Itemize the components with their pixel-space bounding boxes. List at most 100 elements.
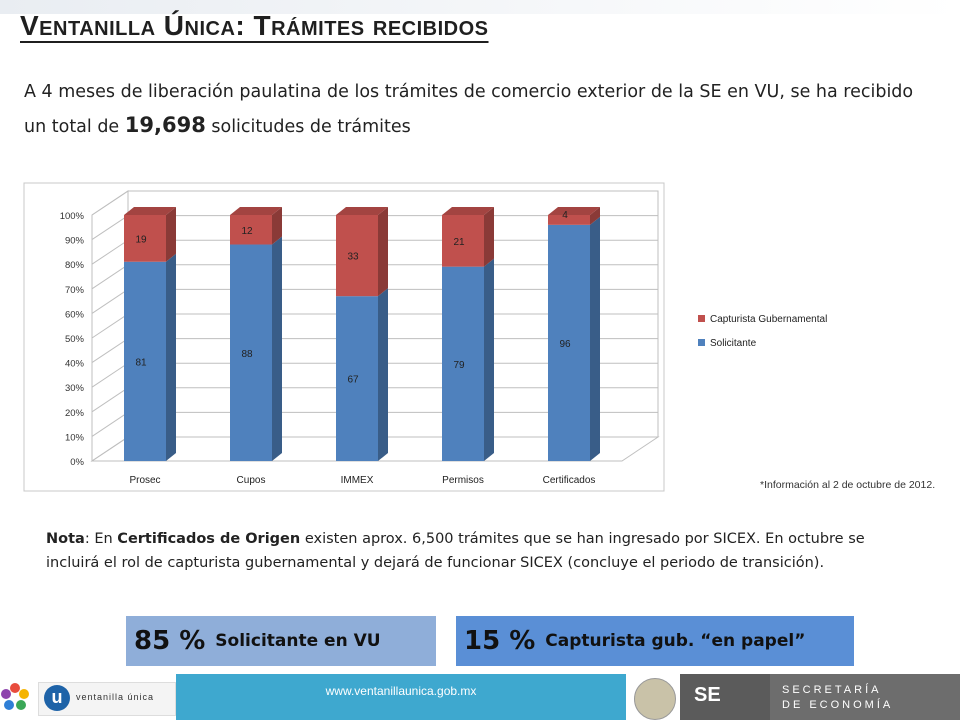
y-tick-label: 50%	[65, 334, 85, 345]
y-axis-ticks: 0% 10% 20% 30% 40% 50% 60% 70% 80% 90% 100%	[60, 211, 85, 468]
gridline	[91, 190, 658, 216]
top-band	[0, 0, 960, 14]
bar-top	[124, 207, 176, 215]
nota-bold: Certificados de Origen	[117, 531, 301, 547]
solicitante-summary-label: Solicitante en VU	[215, 631, 381, 651]
mexico-seal-icon	[634, 678, 676, 720]
bar-front	[442, 266, 484, 461]
footer: u ventanilla única www.ventanillaunica.g…	[0, 674, 960, 720]
intro-text: A 4 meses de liberación paulatina de los…	[24, 76, 924, 144]
nota-label: Nota	[46, 531, 85, 547]
data-label: 96	[559, 339, 571, 350]
se-dark-block	[680, 674, 770, 720]
bar-front	[336, 215, 378, 297]
x-tick-label: Permisos	[442, 475, 484, 486]
bar-segment-solicitante: 88	[230, 236, 282, 461]
y-tick-label: 0%	[70, 457, 84, 468]
bar-side	[166, 253, 176, 461]
bar-front	[442, 215, 484, 267]
secretaria-text: SECRETARÍA	[782, 684, 882, 696]
data-label: 4	[562, 210, 568, 221]
de-economia-text: DE ECONOMÍA	[782, 699, 894, 711]
data-label: 81	[135, 357, 147, 368]
flower-logo-icon	[1, 683, 29, 710]
bar-top	[230, 207, 282, 215]
data-label: 33	[347, 252, 359, 263]
solicitante-percent: 85 %	[134, 626, 206, 656]
bar-side	[484, 258, 494, 461]
y-tick-label: 90%	[65, 236, 85, 247]
data-label: 88	[241, 349, 253, 360]
data-label: 79	[453, 360, 465, 371]
y-tick-label: 30%	[65, 383, 85, 394]
x-tick-label: Cupos	[237, 475, 266, 486]
capturista-summary-label: Capturista gub. “en papel”	[545, 631, 806, 651]
bar-segment-capturista-gubernamental: 33	[336, 207, 388, 297]
legend-swatch	[698, 339, 705, 346]
data-label: 12	[241, 226, 253, 237]
legend-label: Solicitante	[710, 338, 757, 349]
bar-front	[548, 215, 590, 225]
url-band	[176, 674, 626, 720]
bar-side	[272, 236, 282, 461]
bar-side	[378, 288, 388, 461]
bar-side	[378, 207, 388, 297]
bar-segment-capturista-gubernamental: 12	[230, 207, 282, 245]
se-logo-text: SE	[694, 684, 721, 706]
bar-side	[590, 207, 600, 225]
bar-top	[442, 207, 494, 215]
solicitante-summary-box: 85 % Solicitante en VU	[126, 616, 436, 666]
bar-segment-capturista-gubernamental: 4	[548, 207, 600, 225]
intro-total: 19,698	[124, 113, 206, 137]
bar-front	[124, 215, 166, 262]
bar-segment-capturista-gubernamental: 21	[442, 207, 494, 267]
bar-top	[336, 207, 388, 215]
capturista-summary-box: 15 % Capturista gub. “en papel”	[456, 616, 854, 666]
bar-front	[230, 215, 272, 245]
data-label: 67	[347, 375, 359, 386]
bar-front	[230, 244, 272, 461]
bar-side	[166, 207, 176, 262]
bar-top	[548, 207, 600, 215]
info-footnote: *Información al 2 de octubre de 2012.	[760, 479, 936, 491]
x-tick-label: IMMEX	[341, 475, 374, 486]
intro-part1: A 4 meses de liberación paulatina de los…	[24, 82, 914, 137]
bar-segment-solicitante: 67	[336, 288, 388, 461]
vu-u-icon: u	[44, 685, 70, 711]
y-tick-label: 70%	[65, 285, 85, 296]
intro-part2: solicitudes de trámites	[205, 117, 411, 137]
y-tick-label: 20%	[65, 408, 85, 419]
nota-part2: existen aprox. 6,500 trámites que se han…	[46, 531, 865, 571]
data-label: 19	[135, 234, 147, 245]
nota-text: Nota: En Certificados de Origen existen …	[46, 527, 916, 575]
y-tick-label: 100%	[60, 211, 85, 222]
y-tick-label: 60%	[65, 309, 85, 320]
footer-url-link[interactable]: www.ventanillaunica.gob.mx	[325, 684, 477, 698]
vu-logo-text: ventanilla única	[76, 692, 155, 702]
chart-bars: 81 19 88 12 67 33 79 21 96 4	[124, 207, 600, 461]
x-tick-label: Prosec	[129, 475, 160, 486]
bar-front	[336, 296, 378, 461]
y-tick-label: 40%	[65, 359, 85, 370]
bar-segment-solicitante: 96	[548, 216, 600, 461]
legend-label: Capturista Gubernamental	[710, 314, 827, 325]
y-tick-label: 10%	[65, 432, 85, 443]
bar-segment-capturista-gubernamental: 19	[124, 207, 176, 262]
bar-side	[272, 207, 282, 245]
bar-front	[124, 261, 166, 461]
legend-swatch	[698, 315, 705, 322]
capturista-percent: 15 %	[464, 626, 536, 656]
chart-legend: Capturista Gubernamental Solicitante	[698, 314, 827, 349]
bar-side	[590, 216, 600, 461]
y-tick-label: 80%	[65, 260, 85, 271]
slide-title: Ventanilla Única: Trámites recibidos	[20, 10, 489, 41]
data-label: 21	[453, 237, 465, 248]
x-axis-ticks: Prosec Cupos IMMEX Permisos Certificados	[129, 475, 595, 486]
x-tick-label: Certificados	[543, 475, 596, 486]
bar-segment-solicitante: 79	[442, 258, 494, 461]
nota-part1: : En	[84, 531, 118, 547]
bar-front	[548, 224, 590, 461]
bar-segment-solicitante: 81	[124, 253, 176, 461]
bar-side	[484, 207, 494, 267]
